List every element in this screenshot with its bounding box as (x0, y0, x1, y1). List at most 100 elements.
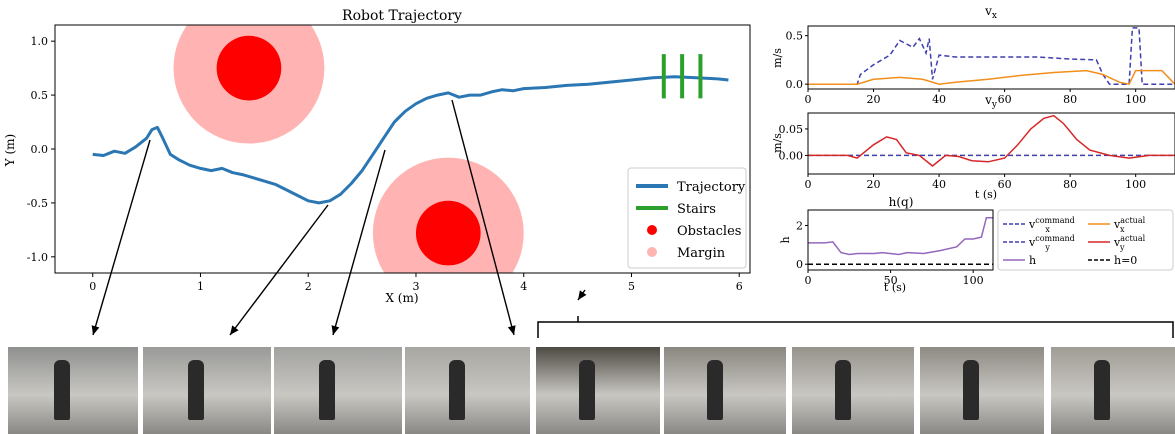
x-tick-label: 100 (1125, 178, 1146, 191)
x-tick-label: 5 (628, 280, 635, 293)
trajectory-chart: Robot Trajectory 0 1 2 3 4 5 6 1.0 0.5 0.0 -0.5 -1.… (3, 8, 751, 305)
y-tick-label: 0.0 (31, 143, 49, 156)
photo-8 (920, 347, 1044, 434)
legend-box (627, 167, 747, 269)
x-tick-label: 20 (867, 178, 881, 191)
robot-silhouette (963, 360, 980, 421)
robot-silhouette (187, 360, 204, 421)
x-tick-label: 0 (805, 274, 812, 287)
arrow-head-2 (230, 325, 239, 335)
legend-obstacles-label: Obstacles (677, 224, 741, 239)
arrow-head-5 (578, 290, 587, 300)
y-tick-label: 1.0 (31, 35, 49, 48)
x-tick-label: 100 (963, 274, 984, 287)
photo-7 (792, 347, 914, 434)
photo-1 (8, 347, 138, 434)
robot-silhouette (53, 360, 70, 421)
photo-4 (405, 347, 530, 434)
x-tick-label: 0 (89, 280, 96, 293)
y-tick-label: 0 (796, 258, 803, 271)
x-tick-label: 40 (932, 93, 946, 106)
trajectory-ylabel: Y (m) (3, 134, 17, 167)
legend-margin-swatch (647, 247, 657, 257)
x-tick-label: 80 (1063, 178, 1077, 191)
series-v-x-command (808, 27, 1175, 85)
y-tick-label: 0.5 (31, 89, 49, 102)
stairs-bracket (537, 316, 1174, 338)
legend-obstacles-swatch (647, 225, 657, 235)
y-tick-label: -0.5 (27, 197, 48, 210)
y-tick-label: 0.5 (786, 30, 804, 43)
x-tick-label: 40 (932, 178, 946, 191)
photo-2 (143, 347, 271, 434)
x-tick-label: 60 (998, 178, 1012, 191)
vy-chart: vy 0 20 40 60 80 100 0.00 0.05 m/s t (s) (771, 93, 1175, 201)
arrow-head-4 (507, 325, 516, 335)
arrow-3 (332, 149, 386, 336)
vy-title: vy (984, 93, 998, 110)
trajectory-legend: Trajectory Stairs Obstacles Margin (627, 167, 747, 269)
h-ylabel: h (779, 236, 792, 243)
x-tick-label: 100 (1125, 93, 1146, 106)
y-tick-label: 2 (796, 219, 803, 232)
photo-9 (1051, 347, 1175, 434)
y-tick-label: -1.0 (27, 251, 48, 264)
x-tick-label: 3 (412, 280, 419, 293)
legend-trajectory-label: Trajectory (677, 180, 746, 195)
robot-silhouette (448, 360, 465, 421)
snapshot-arrows (91, 99, 587, 336)
photo-3 (274, 347, 402, 434)
trajectory-xlabel: X (m) (385, 291, 418, 305)
photo-5 (536, 347, 660, 434)
vx-ylabel: m/s (771, 48, 784, 68)
vy-xlabel: t (s) (975, 188, 997, 201)
signals-legend-box (997, 209, 1174, 271)
robot-silhouette (706, 360, 723, 421)
arrow-4 (451, 99, 515, 336)
x-tick-label: 4 (520, 280, 527, 293)
series-h (808, 216, 993, 256)
y-tick-label: 0.0 (786, 78, 804, 91)
x-tick-label: 6 (736, 280, 743, 293)
trajectory-line (92, 75, 729, 205)
vy-axes-frame (807, 112, 1175, 175)
h-axes-frame (807, 209, 994, 271)
arrow-head-1 (91, 325, 100, 335)
arrow-head-3 (331, 325, 340, 335)
h-title: h(q) (889, 195, 914, 209)
legend-margin-label: Margin (677, 246, 726, 261)
x-tick-label: 2 (305, 280, 312, 293)
legend-stairs-label: Stairs (677, 202, 716, 217)
h-chart: h(q) 0 50 100 0 2 h t (s) (779, 195, 994, 294)
x-tick-label: 20 (867, 93, 881, 106)
robot-silhouette (318, 360, 335, 421)
robot-silhouette (579, 360, 596, 421)
legend-label: h (1029, 254, 1036, 267)
h-xlabel: t (s) (884, 281, 906, 294)
vx-chart: vx 0 20 40 60 80 100 0.0 0.5 m/s (771, 4, 1175, 106)
photo-6 (664, 347, 786, 434)
series-v-y-actual (808, 114, 1175, 167)
vy-ylabel: m/s (771, 133, 784, 153)
y-tick-label: 0.05 (779, 123, 804, 136)
legend-label: h=0 (1114, 254, 1137, 267)
arrow-2 (229, 204, 329, 336)
x-tick-label: 50 (884, 274, 898, 287)
trajectory-title: Robot Trajectory (342, 8, 462, 24)
y-tick-label: 0.00 (779, 149, 804, 162)
series-v-x-actual (808, 69, 1175, 86)
x-tick-label: 1 (197, 280, 204, 293)
vx-title: vx (984, 4, 997, 21)
robot-silhouette (1094, 360, 1111, 421)
obstacle-2 (415, 200, 481, 266)
robot-silhouette (834, 360, 851, 421)
arrow-1 (92, 139, 151, 336)
obstacle-1 (216, 35, 282, 101)
x-tick-label: 0 (805, 93, 812, 106)
x-tick-label: 0 (805, 178, 812, 191)
x-tick-label: 80 (1063, 93, 1077, 106)
vx-axes-frame (807, 25, 1175, 90)
x-tick-label: 60 (998, 93, 1012, 106)
